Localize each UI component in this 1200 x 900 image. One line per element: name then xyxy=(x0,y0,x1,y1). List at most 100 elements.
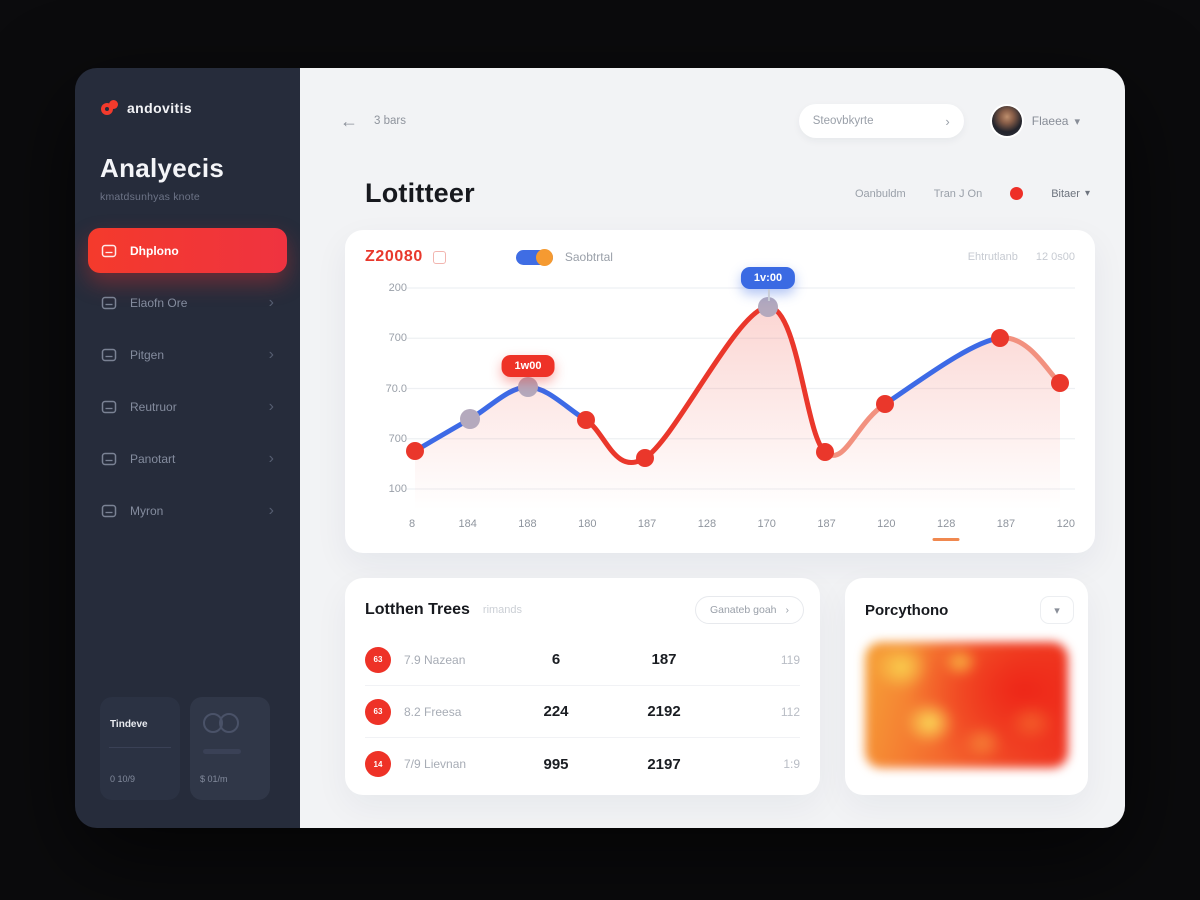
logo-icon xyxy=(100,98,119,117)
sidebar-subtitle: kmatdsunhyas knote xyxy=(100,191,200,203)
x-axis-tick[interactable]: 187 xyxy=(637,518,657,530)
logo[interactable]: andovitis xyxy=(75,68,300,117)
menu-icon xyxy=(101,347,117,363)
filter-label: Bitaer xyxy=(1051,187,1080,200)
sidebar-item-panotart[interactable]: Panotart › xyxy=(88,436,287,481)
divider xyxy=(109,747,171,748)
x-axis-tick[interactable]: 187 xyxy=(996,518,1016,530)
table-card: Lotthen Trees rimands Ganateb goah › 63 7… xyxy=(345,578,820,795)
sidebar-item-reutruor[interactable]: Reutruor › xyxy=(88,384,287,429)
table-row[interactable]: 14 7/9 Lievnan 995 2197 1:9 xyxy=(365,738,800,790)
mini-slider[interactable] xyxy=(203,749,241,754)
sidebar-item-elaofn-ore[interactable]: Elaofn Ore › xyxy=(88,280,287,325)
row-value-1: 995 xyxy=(543,755,569,773)
main-area: ← 3 bars Steovbkyrte › Flaeea ▾ Lotittee… xyxy=(300,68,1125,828)
user-name: Flaeea xyxy=(1031,114,1069,128)
sidebar-item-dhplono[interactable]: Dhplono xyxy=(88,228,287,273)
x-axis-tick[interactable]: 120 xyxy=(877,518,896,530)
chart-meta-1[interactable]: Ehtrutlanb xyxy=(967,251,1018,263)
row-value-2: 187 xyxy=(651,651,677,668)
row-value-3: 119 xyxy=(780,652,800,667)
legend-label: Saobtrtal xyxy=(564,250,613,264)
sidebar-card-left[interactable]: Tindeve 0 10/9 xyxy=(100,697,180,800)
sidebar-item-myron[interactable]: Myron › xyxy=(88,488,287,533)
row-name: 8.2 Freesa xyxy=(404,704,462,719)
heatmap-image xyxy=(865,642,1068,768)
chevron-right-icon: › xyxy=(268,293,274,311)
sidebar-item-label: Elaofn Ore xyxy=(130,295,188,310)
x-axis-tick[interactable]: 188 xyxy=(518,518,537,530)
menu-icon xyxy=(101,451,117,467)
table-header: Lotthen Trees rimands Ganateb goah › xyxy=(365,596,804,624)
back-label: 3 bars xyxy=(374,115,406,127)
row-value-3: 112 xyxy=(780,704,800,719)
table-filter-dropdown[interactable]: Ganateb goah › xyxy=(694,596,804,624)
chart-tooltip-red: 1w00 xyxy=(501,355,555,377)
sidebar-card-left-title: Tindeve xyxy=(110,719,148,730)
record-dot-button[interactable] xyxy=(1010,187,1024,200)
menu-icon xyxy=(101,243,117,259)
chart-card: Z20080 Saobtrtal Ehtrutlanb 12 0s00 200 7… xyxy=(345,230,1095,553)
chart-meta: Ehtrutlanb 12 0s00 xyxy=(968,251,1075,263)
control-option-1[interactable]: Oanbuldm xyxy=(854,187,906,200)
x-axis-labels: 8 184 188 180 187 128 170 187 120 128 187 120 xyxy=(407,518,1075,530)
table-title: Lotthen Trees xyxy=(365,601,470,618)
sidebar-item-pitgen[interactable]: Pitgen › xyxy=(88,332,287,377)
sidebar-item-label: Panotart xyxy=(130,451,176,466)
x-axis-tick[interactable]: 128 xyxy=(697,518,717,530)
search-input[interactable]: Steovbkyrte › xyxy=(798,104,964,138)
sidebar-item-label: Reutruor xyxy=(130,399,177,414)
row-badge: 14 xyxy=(365,751,391,777)
x-axis-tick[interactable]: 170 xyxy=(757,518,776,530)
title-row: Lotitteer Oanbuldm Tran J On Bitaer ▾ xyxy=(365,178,1090,209)
avatar[interactable] xyxy=(991,106,1022,136)
table-filter-chevron-icon: › xyxy=(785,604,790,616)
y-axis-tick: 700 xyxy=(388,332,407,345)
row-value-1: 6 xyxy=(551,651,561,668)
control-option-2[interactable]: Tran J On xyxy=(933,187,983,200)
user-menu-chevron-icon[interactable]: ▾ xyxy=(1074,115,1080,128)
heatmap-dropdown-button[interactable]: ▾ xyxy=(1040,596,1074,624)
top-bar: ← 3 bars Steovbkyrte › Flaeea ▾ xyxy=(340,103,1080,139)
menu-icon xyxy=(101,503,117,519)
app-window: andovitis Analyecis kmatdsunhyas knote D… xyxy=(75,68,1125,828)
chevron-right-icon: › xyxy=(268,345,274,363)
menu-icon xyxy=(101,399,117,415)
toggle-knobs-icon[interactable] xyxy=(190,697,270,733)
x-axis-tick[interactable]: 120 xyxy=(1056,518,1075,530)
knob-icon xyxy=(219,713,239,733)
table-row[interactable]: 63 7.9 Nazean 6 187 119 xyxy=(365,634,800,686)
filter-dropdown[interactable]: Bitaer ▾ xyxy=(1051,188,1090,200)
row-name: 7.9 Nazean xyxy=(404,652,466,667)
row-name: 7/9 Lievnan xyxy=(404,757,467,771)
sidebar-title: Analyecis xyxy=(100,153,225,183)
sidebar-card-right[interactable]: $ 01/m xyxy=(190,697,270,800)
chart-header: Z20080 Saobtrtal Ehtrutlanb 12 0s00 xyxy=(365,248,1075,266)
table-filter-label: Ganateb goah xyxy=(709,604,777,616)
row-value-3: 1:9 xyxy=(783,757,800,771)
chart-checkbox[interactable] xyxy=(432,250,446,264)
sidebar: andovitis Analyecis kmatdsunhyas knote D… xyxy=(75,68,300,828)
tooltip-stem xyxy=(767,289,770,301)
heatmap-header: Porcythono ▾ xyxy=(865,596,1074,624)
chart-meta-2[interactable]: 12 0s00 xyxy=(1035,251,1075,263)
page-title: Lotitteer xyxy=(365,178,475,208)
back-button[interactable]: ← xyxy=(340,110,358,131)
x-axis-tick[interactable]: 184 xyxy=(458,518,477,530)
search-placeholder: Steovbkyrte xyxy=(812,115,874,127)
sidebar-item-label: Dhplono xyxy=(130,243,179,258)
sidebar-bottom-cards: Tindeve 0 10/9 $ 01/m xyxy=(100,697,270,800)
search-submit-icon[interactable]: › xyxy=(945,113,950,129)
row-badge: 63 xyxy=(365,646,391,673)
series-toggle[interactable] xyxy=(515,248,553,266)
x-axis-tick[interactable]: 180 xyxy=(578,518,597,530)
page-controls: Oanbuldm Tran J On Bitaer ▾ xyxy=(855,187,1090,200)
x-axis-tick[interactable]: 187 xyxy=(817,518,836,530)
table-row[interactable]: 63 8.2 Freesa 224 2192 112 xyxy=(365,686,800,738)
y-axis-tick: 100 xyxy=(388,483,407,495)
chevron-right-icon: › xyxy=(268,501,274,519)
x-axis-tick[interactable]: 128 xyxy=(936,518,956,530)
y-axis-tick: 700 xyxy=(388,432,407,445)
x-axis-tick[interactable]: 8 xyxy=(408,518,416,530)
heatmap-title: Porcythono xyxy=(865,601,949,619)
